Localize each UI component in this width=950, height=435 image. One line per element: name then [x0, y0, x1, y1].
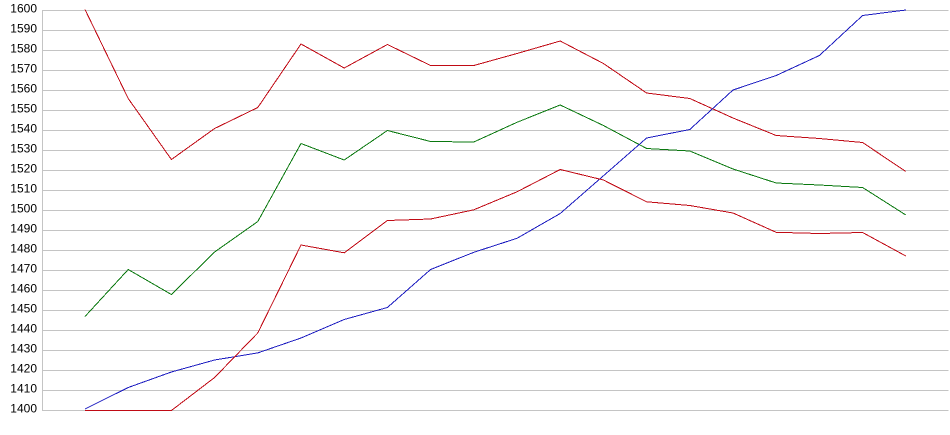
- svg-text:1570: 1570: [10, 62, 37, 76]
- svg-text:1420: 1420: [10, 362, 37, 376]
- svg-text:1430: 1430: [10, 342, 37, 356]
- svg-text:1590: 1590: [10, 22, 37, 36]
- svg-text:1410: 1410: [10, 382, 37, 396]
- svg-text:1500: 1500: [10, 202, 37, 216]
- svg-text:1580: 1580: [10, 42, 37, 56]
- svg-text:1460: 1460: [10, 282, 37, 296]
- svg-text:1480: 1480: [10, 242, 37, 256]
- svg-text:1470: 1470: [10, 262, 37, 276]
- svg-text:1490: 1490: [10, 222, 37, 236]
- svg-text:1450: 1450: [10, 302, 37, 316]
- svg-text:1540: 1540: [10, 122, 37, 136]
- svg-text:1440: 1440: [10, 322, 37, 336]
- svg-text:1560: 1560: [10, 82, 37, 96]
- svg-text:1550: 1550: [10, 102, 37, 116]
- svg-text:1530: 1530: [10, 142, 37, 156]
- svg-text:1600: 1600: [10, 2, 37, 16]
- svg-text:1400: 1400: [10, 402, 37, 416]
- svg-text:1520: 1520: [10, 162, 37, 176]
- svg-text:1510: 1510: [10, 182, 37, 196]
